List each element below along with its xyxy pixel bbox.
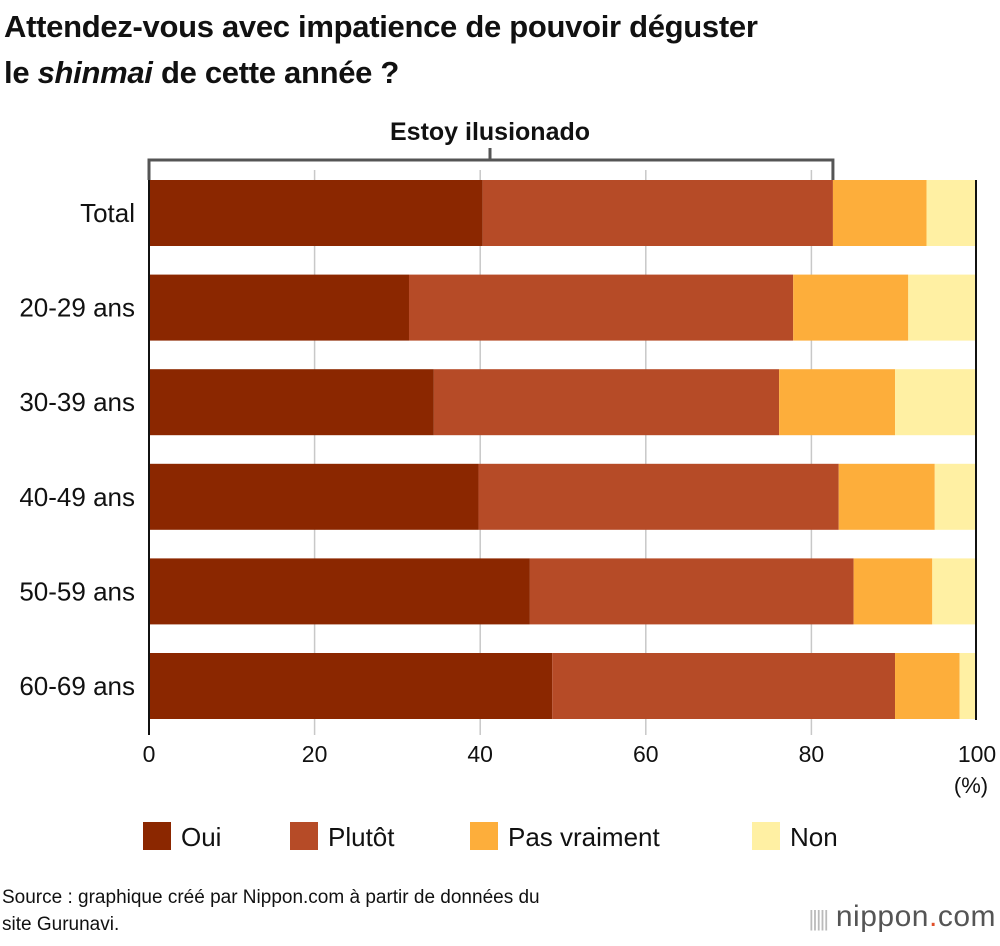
legend-swatch <box>470 822 498 850</box>
source-note: Source : graphique créé par Nippon.com à… <box>2 884 540 938</box>
title-part: le <box>4 55 38 90</box>
bar-segment <box>895 369 977 436</box>
category-label: 60-69 ans <box>19 671 135 701</box>
bar-segment <box>552 653 896 719</box>
bar-segment <box>149 558 530 625</box>
bar-segment <box>149 653 553 719</box>
legend-label: Non <box>790 822 838 852</box>
bar-segment <box>832 180 927 246</box>
bar-segment <box>793 274 909 341</box>
x-tick-label: 100 <box>958 741 996 767</box>
legend-label: Oui <box>181 822 221 852</box>
title-line-2: le shinmai de cette année ? <box>4 50 758 96</box>
bar-segment <box>932 558 977 625</box>
bar-segment <box>934 463 977 530</box>
bar-segment <box>959 653 977 719</box>
bar-segment <box>482 180 833 246</box>
x-tick-label: 80 <box>799 741 825 767</box>
chart-svg: Total 20-29 ans 30-39 ans 40-49 ans 50-59 an… <box>19 118 996 852</box>
bar-segment <box>433 369 780 436</box>
bar-segment <box>149 369 434 436</box>
title-line-1: Attendez-vous avec impatience de pouvoir… <box>4 9 758 44</box>
x-tick-label: 20 <box>302 741 328 767</box>
category-label: 30-39 ans <box>19 387 135 417</box>
chart-title: Attendez-vous avec impatience de pouvoir… <box>4 4 758 96</box>
x-tick-label: 40 <box>467 741 493 767</box>
category-label: Total <box>80 198 135 228</box>
logo-tld: com <box>937 900 996 933</box>
nippon-logo: ||||| nippon.com <box>808 900 996 933</box>
bar-segment <box>478 463 839 530</box>
logo-dot: . <box>928 900 938 933</box>
bar-segment <box>908 274 977 341</box>
legend-label: Plutôt <box>328 822 395 852</box>
bar-segment <box>853 558 933 625</box>
x-tick-label: 60 <box>633 741 659 767</box>
logo-name: nippon <box>835 900 929 933</box>
x-tick-label: 0 <box>143 741 156 767</box>
bar-segment <box>529 558 854 625</box>
title-italic: shinmai <box>37 55 153 90</box>
bar-segment <box>926 180 977 246</box>
bar-segment <box>408 274 794 341</box>
legend-label: Pas vraiment <box>508 822 660 852</box>
bar-segment <box>149 180 483 246</box>
category-label: 50-59 ans <box>19 576 135 606</box>
bar-segment <box>838 463 935 530</box>
x-unit-label: (%) <box>954 773 988 798</box>
legend-swatch <box>290 822 318 850</box>
bar-segment <box>779 369 896 436</box>
bar-segment <box>895 653 960 719</box>
source-line-2: site Gurunavi. <box>2 914 120 935</box>
bar-segment <box>149 274 409 341</box>
source-line-1: Source : graphique créé par Nippon.com à… <box>2 887 540 908</box>
bar-segment <box>149 463 479 530</box>
bracket-label: Estoy ilusionado <box>390 118 590 146</box>
legend-swatch <box>752 822 780 850</box>
legend-swatch <box>143 822 171 850</box>
category-label: 40-49 ans <box>19 482 135 512</box>
category-label: 20-29 ans <box>19 293 135 323</box>
title-part: de cette année ? <box>152 55 400 90</box>
bracket <box>147 158 835 180</box>
